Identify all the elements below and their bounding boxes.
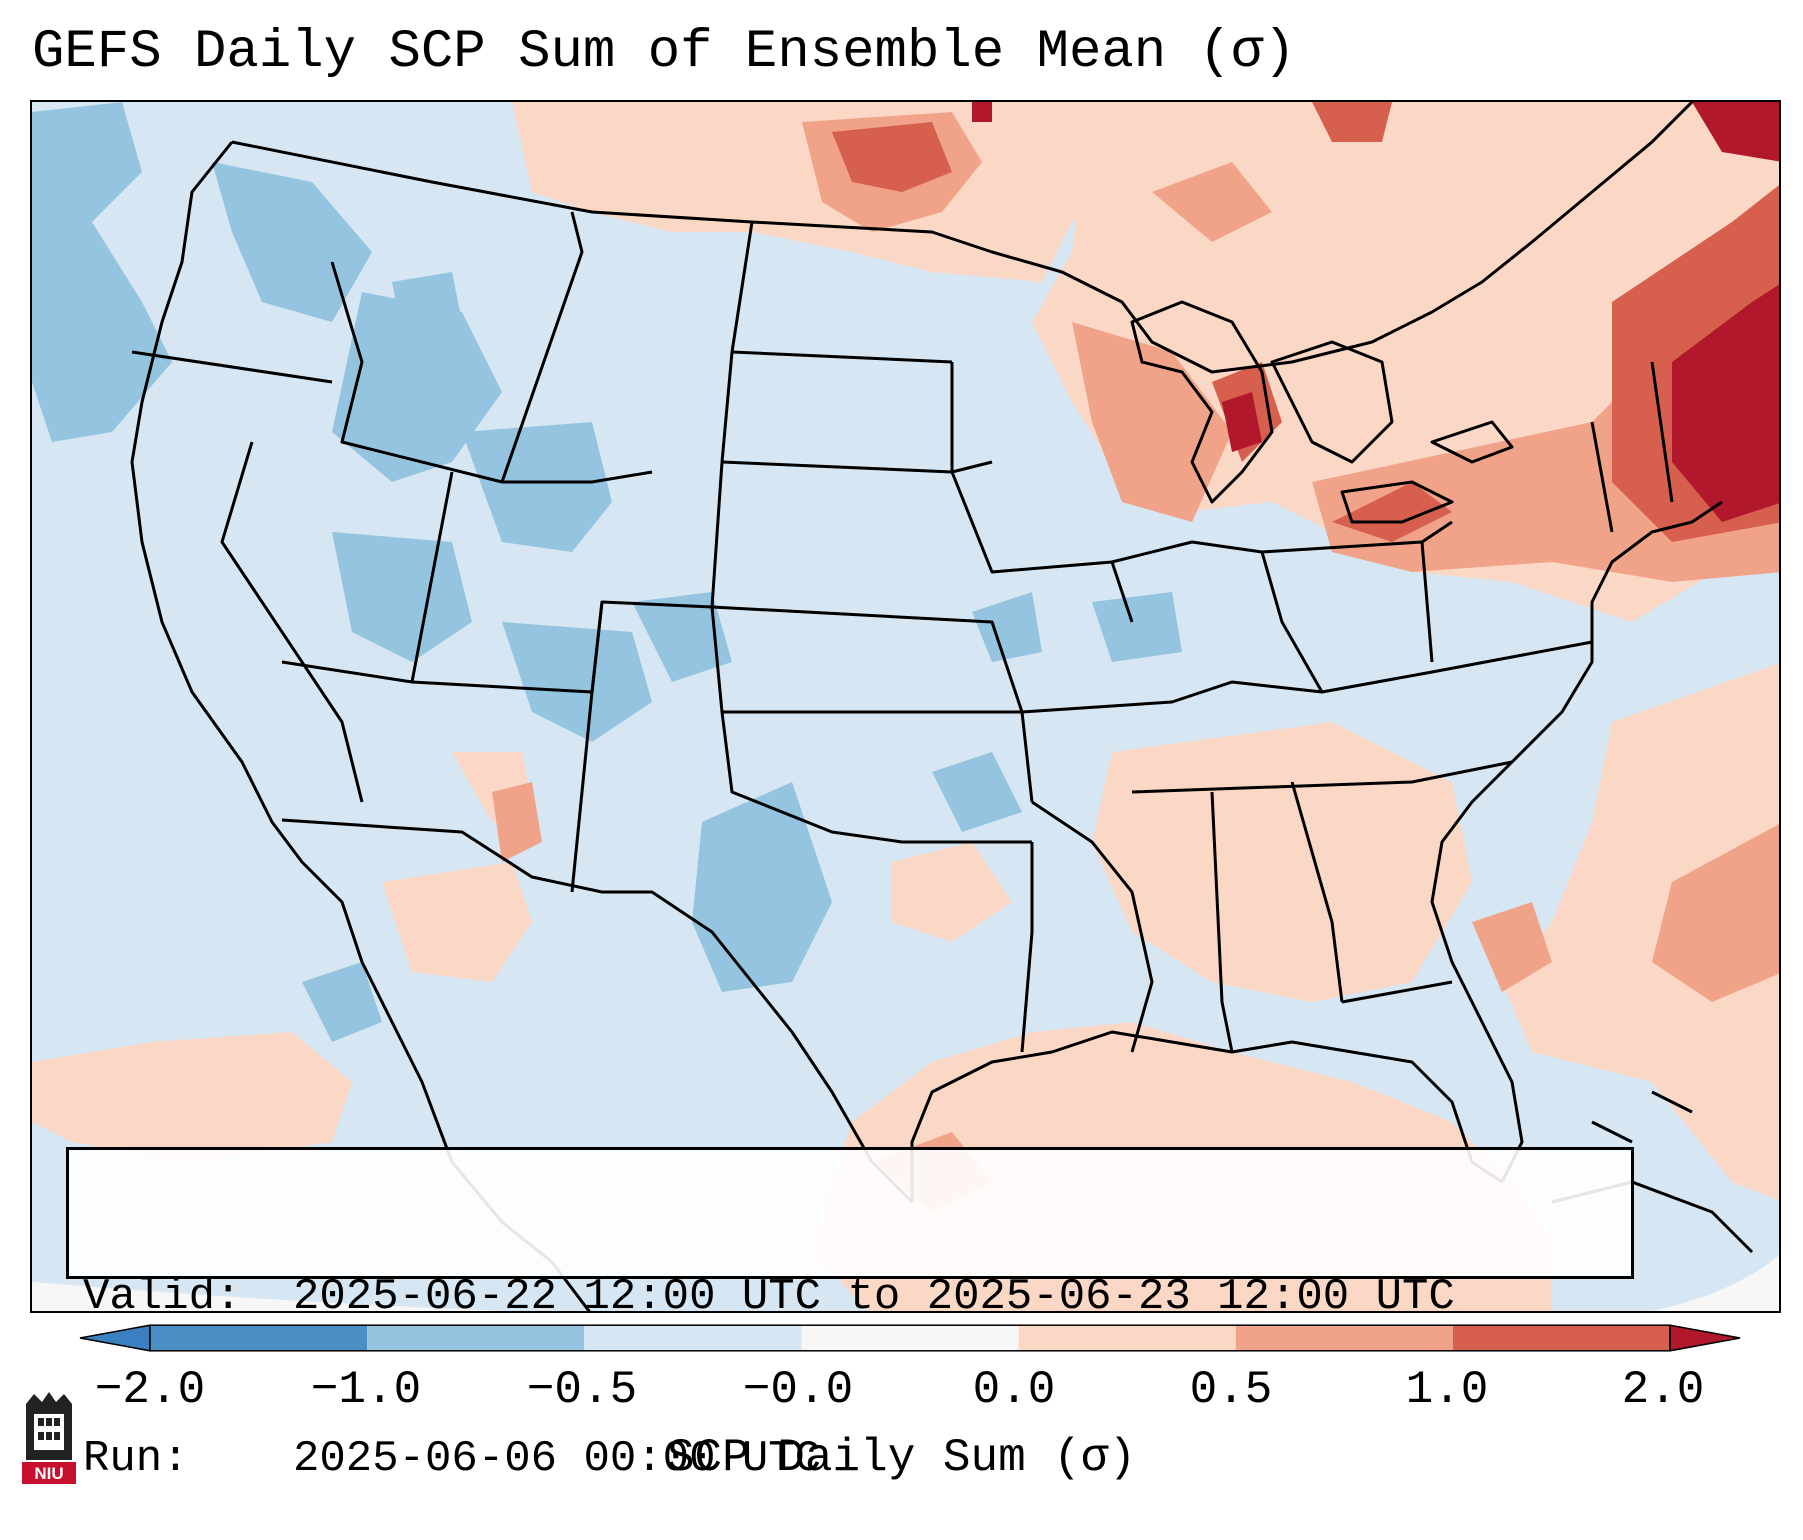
chart-title: GEFS Daily SCP Sum of Ensemble Mean (σ) bbox=[32, 22, 1296, 83]
state-line-2 bbox=[131, 350, 333, 384]
east-coastline bbox=[1430, 500, 1723, 1183]
colorbar-outline bbox=[149, 1324, 1671, 1352]
state-line-17 bbox=[1020, 842, 1034, 1053]
state-line-24 bbox=[1420, 541, 1434, 663]
valid-label: Valid: bbox=[83, 1272, 242, 1322]
lake-ontario bbox=[1430, 420, 1514, 464]
colorbar-bin bbox=[1235, 1325, 1453, 1351]
state-line-13 bbox=[720, 711, 1032, 844]
state-line-15 bbox=[1021, 640, 1593, 714]
colorbar bbox=[79, 1324, 1741, 1352]
colorbar-bin bbox=[1452, 1325, 1670, 1351]
us-mexico-border bbox=[281, 818, 914, 1204]
validity-info-box: Valid: 2025-06-22 12:00 UTC to 2025-06-23… bbox=[66, 1147, 1634, 1484]
colorbar-tick: −2.0 bbox=[94, 1364, 206, 1416]
colorbar-bin bbox=[801, 1325, 1019, 1351]
lake-huron bbox=[1270, 340, 1394, 464]
colorbar-label: SCP Daily Sum (σ) bbox=[666, 1432, 1137, 1484]
state-line-1 bbox=[330, 261, 653, 484]
projection-edge-left bbox=[32, 1282, 509, 1311]
colorbar-tick: 2.0 bbox=[1621, 1364, 1705, 1416]
state-line-8 bbox=[710, 221, 754, 608]
projection-edge-right bbox=[1651, 1255, 1779, 1311]
us-canada-border bbox=[231, 102, 1694, 374]
colorbar-tick: 0.5 bbox=[1189, 1364, 1273, 1416]
map-panel bbox=[30, 100, 1781, 1313]
gulf-coastline bbox=[910, 1030, 1503, 1202]
run-value: 2025-06-06 00:00 UTC bbox=[293, 1434, 822, 1484]
colorbar-tick: 1.0 bbox=[1405, 1364, 1489, 1416]
colorbar-tick: 0.0 bbox=[972, 1364, 1056, 1416]
logo-text: NIU bbox=[34, 1464, 63, 1483]
run-label: Run: bbox=[83, 1434, 189, 1484]
field-moderate-negative bbox=[32, 102, 1182, 1042]
state-line-20 bbox=[1290, 781, 1344, 1003]
state-line-19 bbox=[1210, 791, 1234, 1053]
state-line-14 bbox=[950, 362, 1134, 623]
colorbar-tick: −0.5 bbox=[526, 1364, 638, 1416]
lake-erie bbox=[1340, 480, 1454, 524]
map-canvas bbox=[32, 102, 1779, 1311]
colorbar-bin bbox=[584, 1325, 802, 1351]
valid-value: 2025-06-22 12:00 UTC to 2025-06-23 12:00… bbox=[293, 1272, 1455, 1322]
colorbar-bins bbox=[79, 1324, 1741, 1352]
valid-line: Valid: 2025-06-22 12:00 UTC to 2025-06-23… bbox=[83, 1270, 1617, 1324]
state-line-21 bbox=[1341, 980, 1453, 1004]
state-line-18 bbox=[1131, 760, 1513, 794]
field-extreme-positive bbox=[972, 102, 1779, 522]
colorbar-tick: −0.0 bbox=[742, 1364, 854, 1416]
colorbar-tick: −1.0 bbox=[310, 1364, 422, 1416]
state-line-25 bbox=[1590, 421, 1614, 533]
state-line-6 bbox=[570, 601, 604, 893]
state-line-10 bbox=[731, 350, 953, 364]
state-line-26 bbox=[1650, 361, 1674, 503]
lake-michigan bbox=[1130, 300, 1274, 504]
state-line-11 bbox=[711, 605, 1024, 713]
state-line-7 bbox=[500, 211, 584, 483]
colorbar-bin bbox=[150, 1325, 368, 1351]
run-line: Run: 2025-06-06 00:00 UTC bbox=[83, 1432, 1617, 1486]
colorbar-bin bbox=[367, 1325, 585, 1351]
state-line-3 bbox=[220, 441, 364, 803]
colorbar-extend-high bbox=[1669, 1324, 1741, 1352]
colorbar-bin bbox=[1018, 1325, 1236, 1351]
colorbar-extend-low bbox=[79, 1324, 151, 1352]
niu-logo: NIU bbox=[22, 1392, 76, 1484]
state-line-16 bbox=[1031, 800, 1154, 1053]
